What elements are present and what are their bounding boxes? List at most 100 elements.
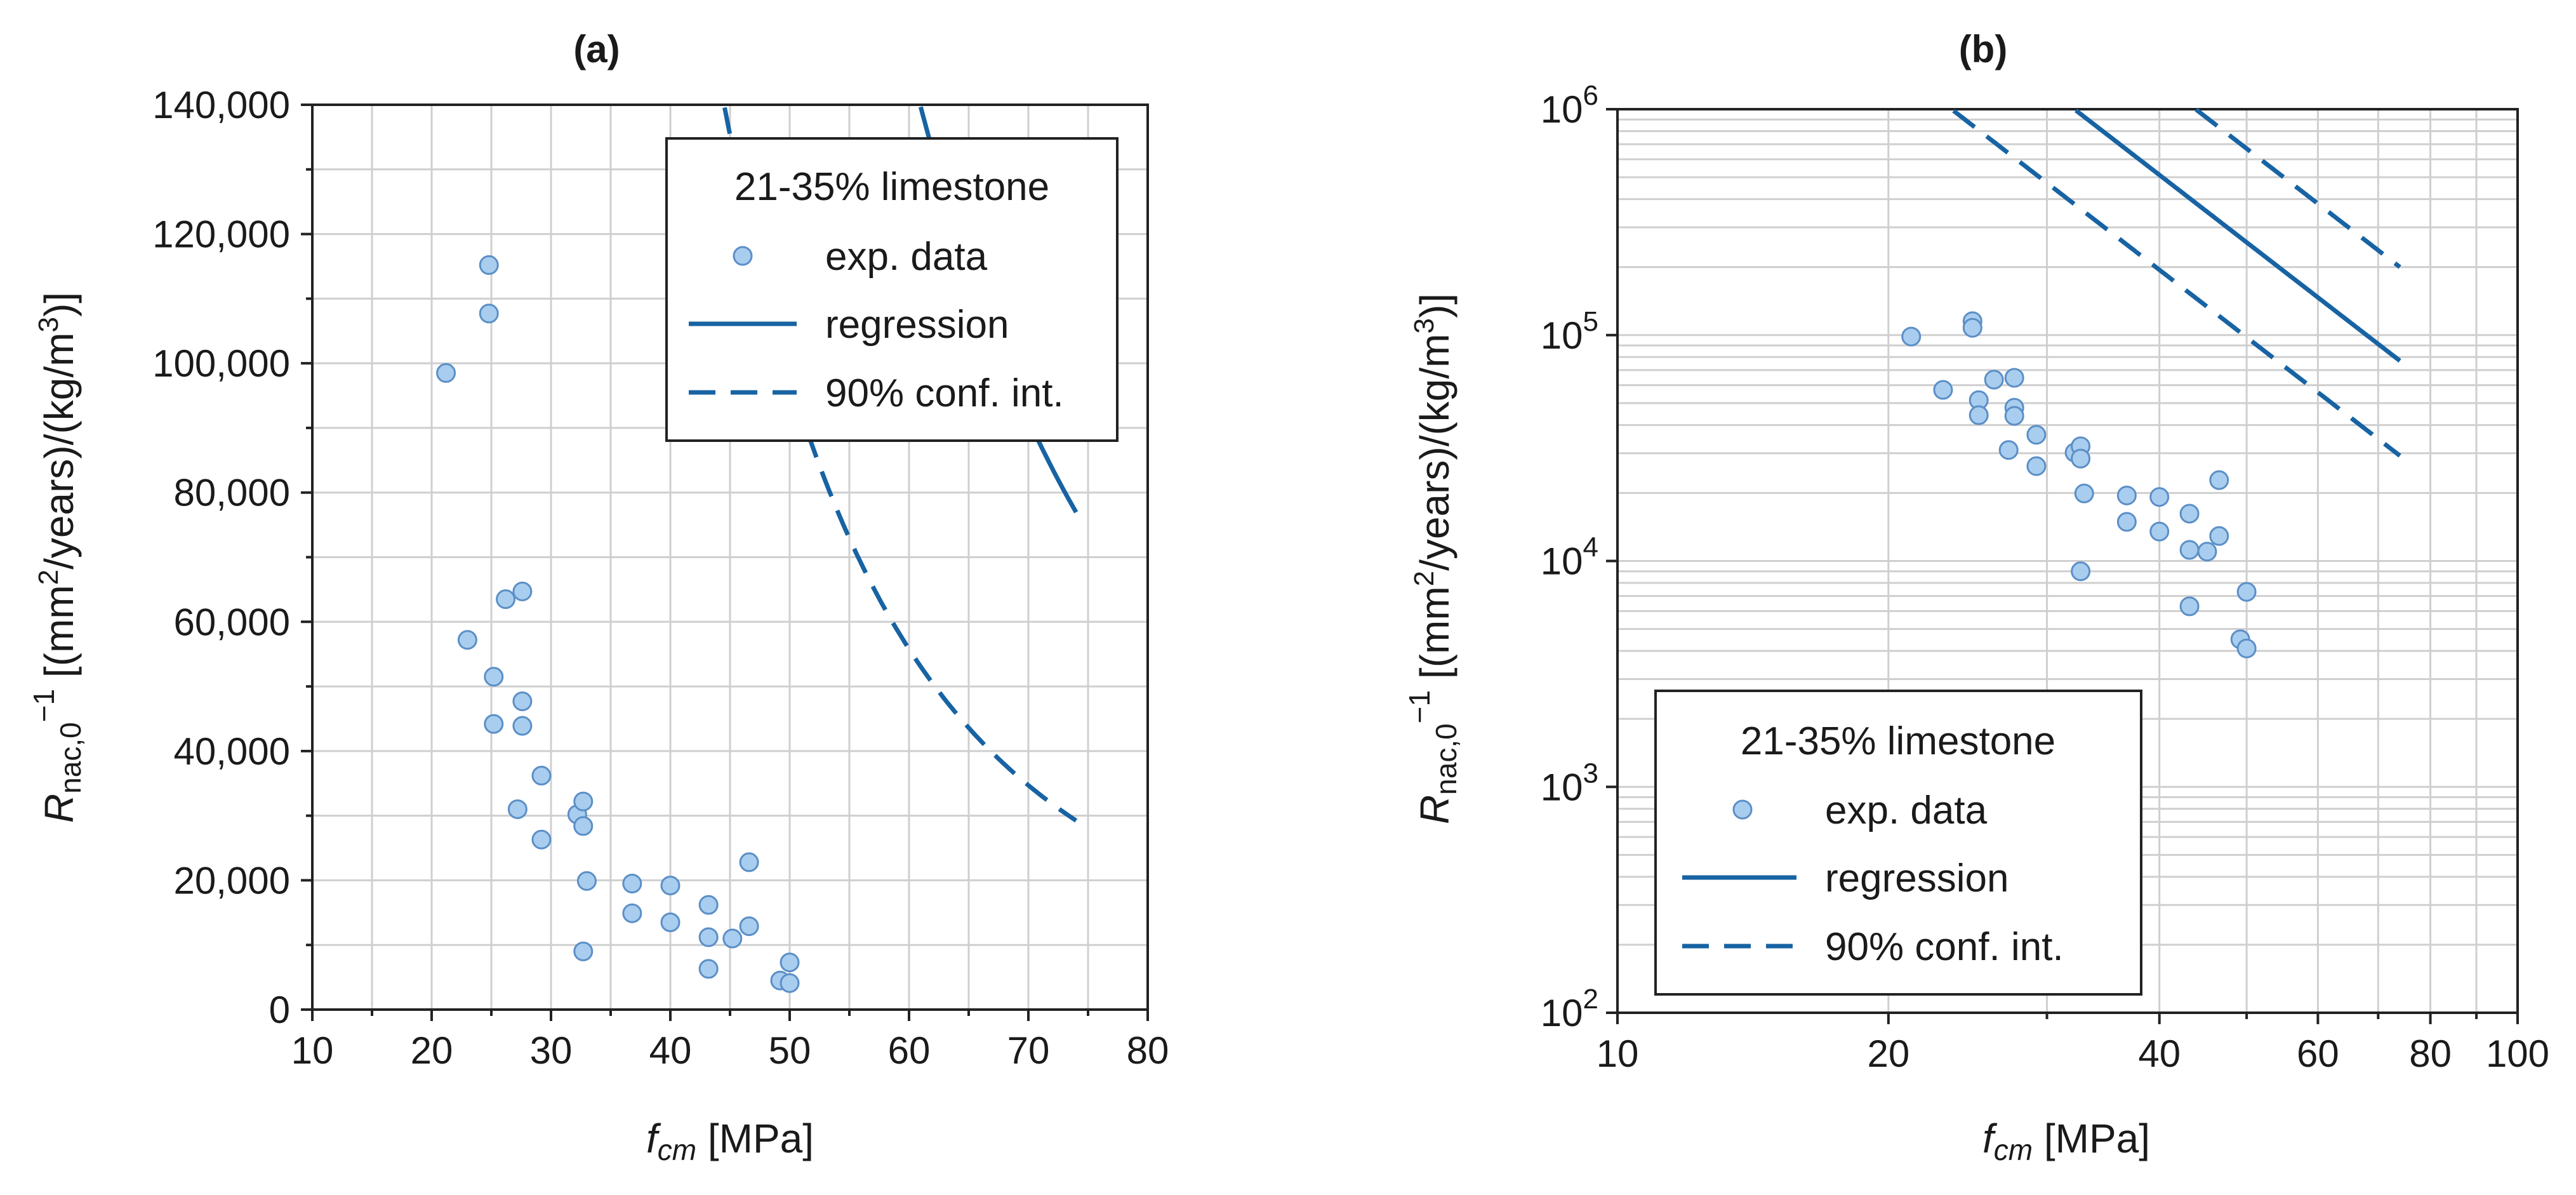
panel-a-data-point [573,791,594,811]
panel-a-legend-label-regression: regression [825,303,1009,347]
panel-b-legend-label-ci: 90% conf. int. [1825,925,2064,969]
panel-b-data-point [2026,456,2047,476]
panel-a-data-point [436,363,456,383]
panel-a-data-point [622,874,642,894]
panel-b-legend-box [1654,690,2142,996]
panel-b-ylabel: Rnac,0−1 [(mm2/years)/(kg/m3)] [1403,293,1463,824]
panel-a-data-point [722,928,743,949]
panel-b-data-point [2209,470,2229,490]
panel-a-legend: 21-35% limestone exp. data regression 90… [665,137,1119,442]
panel-a-axes: 10 20 30 40 50 60 70 80 0 20,000 40,000 60,000 80,00… [152,84,1169,1072]
panel-a-data-point [698,959,719,979]
panel-a-data-point [496,589,516,610]
panel-b-curves [1952,107,2401,458]
panel-a-data-point [484,667,504,687]
panel-b-data-point [2209,526,2229,546]
panel-a-data-point [660,912,681,933]
panel-a-data-point [457,630,477,650]
panel-b-data-point [2149,521,2170,542]
panel-b-legend-title: 21-35% limestone [1741,719,2055,763]
panel-a-xtick-label: 30 [530,1029,573,1072]
panel-a-data-point [531,829,552,850]
panel-a-xtick-label: 60 [888,1029,931,1072]
panel-b-data-point [1933,380,1953,400]
panel-b-data-point [2179,540,2200,560]
panel-a-data-point [576,871,597,891]
panel-a-data-point [573,816,594,836]
panel-b-xtick-label: 80 [2409,1032,2452,1075]
panel-b-ytick-label: 106 [1541,80,1598,131]
panel-a-ytick-label: 20,000 [173,859,290,902]
panel-b-data-point [2197,542,2217,562]
panel-a-ytick-label: 80,000 [173,472,290,514]
panel-a-ylabel: Rnac,0−1 [(mm2/years)/(kg/m3)] [27,292,87,823]
panel-b-legend-label-regression: regression [1825,857,2008,900]
panel-b-xtick-label: 10 [1597,1032,1639,1075]
panel-a-xtick-label: 40 [649,1029,692,1072]
panel-a-data-point [739,852,759,872]
panel-a-xtick-label: 50 [769,1029,811,1072]
panel-a-ytick-label: 60,000 [173,601,290,643]
panel-a-data-point [780,952,800,973]
panel-b-ytick-label: 102 [1541,984,1598,1034]
panel-a-title: (a) [573,28,620,70]
panel-b-legend-marker-exp [1732,799,1753,820]
panel-a-legend-marker-exp [733,246,753,266]
panel-b-ci-lower [1952,109,2401,458]
panel-a-points [436,255,800,993]
panel-a-data-point [512,581,533,601]
panel-b-xlabel: fcm [MPa] [1982,1116,2150,1166]
panel-a-data-point [484,714,504,734]
panel-b-regression-line [2074,109,2401,363]
chart-panel-a: (a) 10 20 30 40 50 60 70 80 0 20,000 40,000 60,000 8… [27,28,1169,1166]
panel-a-ytick-label: 0 [269,989,290,1031]
panel-a-data-point [512,716,533,736]
panel-a-data-point [479,304,499,324]
panel-b-data-point [2236,582,2257,602]
panel-b-ytick-label: 104 [1541,532,1598,583]
panel-b-data-point [2026,425,2047,445]
panel-b-data-point [1901,326,1922,347]
panel-b-data-point [2179,504,2200,524]
panel-b-xtick-label: 40 [2138,1032,2181,1075]
panel-b-data-point [2116,512,2137,532]
panel-a-data-point [622,903,642,923]
panel-b-data-point [2179,596,2200,617]
panel-a-data-point [479,255,499,275]
panel-a-xtick-label: 80 [1127,1029,1169,1072]
panel-a-data-point [531,766,552,786]
panel-a-xlabel: fcm [MPa] [646,1116,814,1166]
panel-b-title: (b) [1959,28,2008,70]
panel-b-data-point [1998,440,2019,460]
panel-a-xtick-label: 70 [1007,1029,1050,1072]
panel-a-data-point [660,876,681,896]
panel-a-xtick-label: 20 [411,1029,453,1072]
panel-b-data-point [2116,485,2137,505]
panel-a-ytick-label: 40,000 [173,730,290,773]
panel-a-legend-label-ci: 90% conf. int. [825,371,1064,415]
panel-b-ytick-label: 105 [1541,306,1598,357]
panel-b-legend: 21-35% limestone exp. data regression 90… [1654,690,2142,996]
panel-a-legend-title: 21-35% limestone [734,165,1049,209]
panel-a-data-point [739,916,759,937]
panel-b-data-point [2074,483,2094,504]
panel-b-ytick-label: 103 [1541,758,1598,808]
panel-a-data-point [698,895,719,915]
panel-a-data-point [780,973,800,993]
panel-a-data-point [507,799,528,819]
panel-b-ci-upper [2194,107,2401,269]
chart-panel-b: (b) 10 20 40 60 80 100 102 103 104 105 106 fcm [MP… [1403,28,2549,1166]
panel-a-ytick-label: 140,000 [152,84,290,126]
panel-a-data-point [512,691,533,711]
panel-b-xtick-label: 60 [2297,1032,2339,1075]
panel-a-xtick-label: 10 [291,1029,334,1072]
panel-a-data-point [573,941,594,961]
panel-b-data-point [2004,368,2024,388]
panel-b-data-point [1969,405,1989,425]
panel-a-data-point [698,927,719,947]
panel-a-ytick-label: 100,000 [152,342,290,385]
panel-b-points [1901,311,2257,658]
panel-a-ytick-label: 120,000 [152,213,290,256]
panel-b-data-point [2236,638,2257,658]
